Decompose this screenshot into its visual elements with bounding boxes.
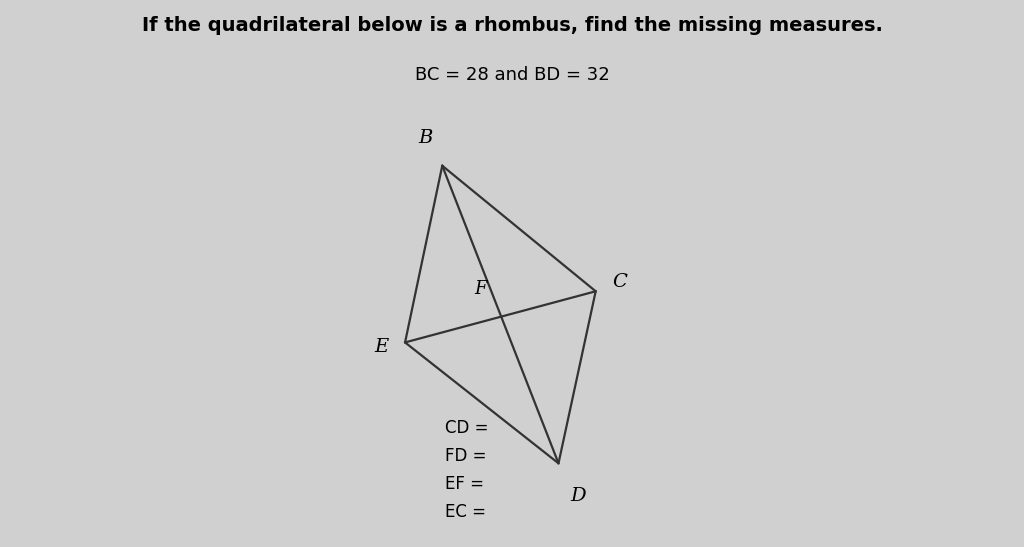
Text: F: F <box>474 280 486 298</box>
Text: If the quadrilateral below is a rhombus, find the missing measures.: If the quadrilateral below is a rhombus,… <box>141 16 883 36</box>
Text: E: E <box>375 338 389 356</box>
Text: EF =: EF = <box>444 475 483 493</box>
Text: BC = 28 and BD = 32: BC = 28 and BD = 32 <box>415 66 609 84</box>
Text: EC =: EC = <box>444 503 485 521</box>
Text: FD =: FD = <box>444 447 486 465</box>
Text: C: C <box>612 273 627 291</box>
Text: CD =: CD = <box>444 420 488 438</box>
Text: D: D <box>570 487 586 504</box>
Text: B: B <box>419 129 433 147</box>
